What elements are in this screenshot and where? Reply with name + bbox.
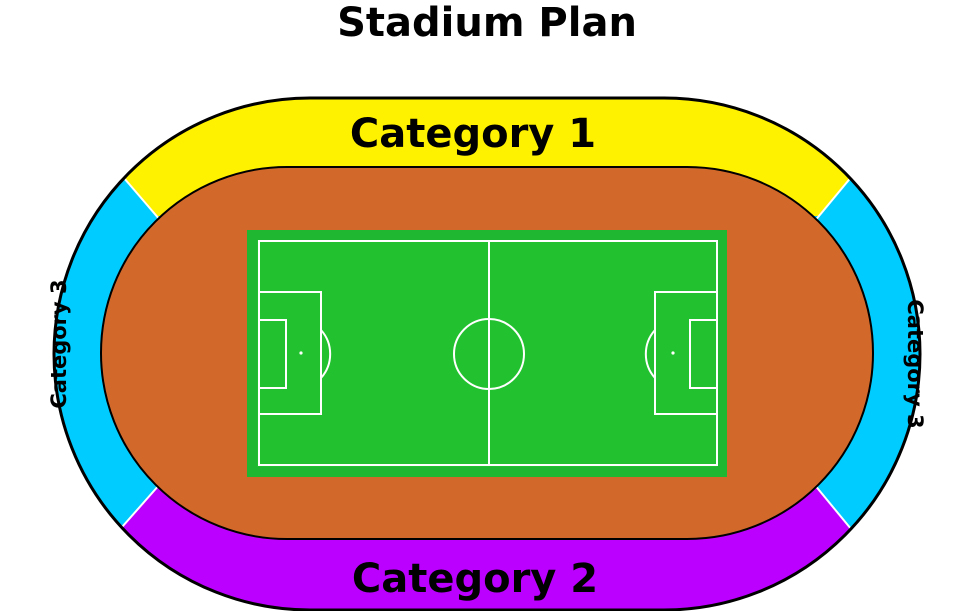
penalty-spot bbox=[671, 351, 675, 355]
stadium-outline bbox=[52, 96, 922, 611]
penalty-spot bbox=[299, 351, 303, 355]
pitch-markings bbox=[258, 240, 718, 466]
pitch-field bbox=[257, 240, 717, 467]
category-3-east-label: Category 3 bbox=[903, 299, 927, 428]
page-title: Stadium Plan bbox=[337, 0, 637, 46]
category-2-label: Category 2 bbox=[352, 556, 598, 602]
category-1-label: Category 1 bbox=[350, 111, 596, 157]
category-3-west-label: Category 3 bbox=[47, 279, 71, 408]
football-pitch bbox=[247, 230, 727, 477]
